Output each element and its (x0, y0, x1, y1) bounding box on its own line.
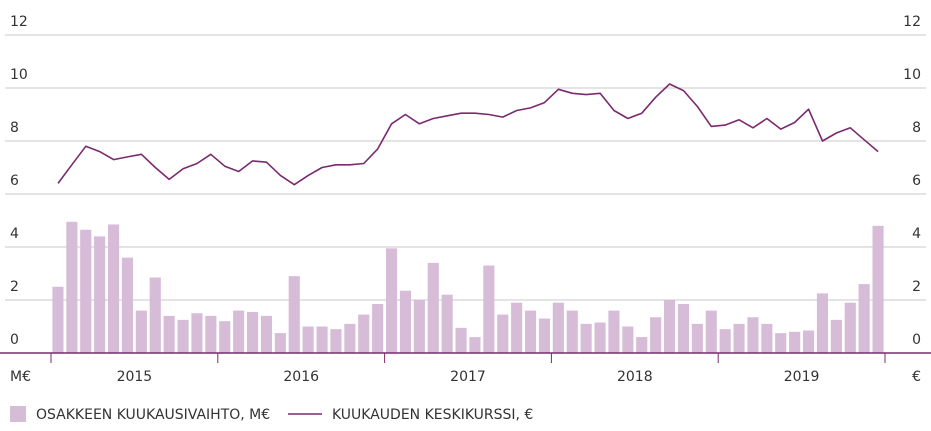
y-tick-label-left: 6 (10, 173, 19, 189)
bar (135, 310, 147, 353)
bar (330, 329, 342, 353)
bar (594, 322, 606, 353)
bar (483, 265, 495, 353)
bar (219, 321, 231, 353)
y-tick-label-right: 0 (912, 332, 921, 348)
y-tick-label-right: 2 (912, 279, 921, 295)
legend-swatch (10, 406, 26, 422)
y-tick-label-left: 12 (10, 14, 28, 30)
bar (844, 302, 856, 353)
legend-label: KUUKAUDEN KESKIKURSSI, € (332, 407, 533, 423)
y-unit-right: € (912, 369, 921, 385)
bar (719, 329, 731, 353)
bar (497, 314, 509, 353)
bar (80, 229, 92, 353)
y-tick-label-right: 4 (912, 226, 921, 242)
x-year-label: 2018 (617, 369, 653, 385)
y-tick-label-left: 4 (10, 226, 19, 242)
bar (524, 310, 537, 353)
bar (775, 333, 787, 353)
x-year-label: 2016 (283, 369, 319, 385)
bar (413, 300, 425, 353)
bar (816, 293, 829, 353)
bar (622, 326, 634, 353)
bar (538, 318, 551, 353)
bar (830, 319, 842, 353)
bar (372, 303, 384, 353)
bar (455, 327, 467, 353)
bar (747, 317, 759, 353)
bar (260, 315, 273, 353)
bar (566, 310, 578, 353)
bar (441, 294, 453, 353)
bar (385, 248, 398, 353)
bar (677, 303, 690, 353)
bar (858, 284, 870, 353)
bar (705, 310, 717, 353)
bar (469, 337, 481, 353)
bar (107, 224, 120, 353)
bar (121, 257, 134, 353)
bar (872, 225, 884, 353)
bar (177, 319, 189, 353)
bar (94, 236, 106, 353)
y-tick-label-left: 2 (10, 279, 19, 295)
price-line (57, 83, 879, 186)
y-unit-left: M€ (10, 369, 31, 385)
y-tick-label-right: 10 (903, 67, 921, 83)
bar (580, 323, 592, 353)
bar (66, 221, 78, 353)
bar (802, 330, 815, 353)
y-tick-label-left: 0 (10, 332, 19, 348)
bar (511, 302, 523, 353)
bar (233, 310, 245, 353)
bar (733, 323, 745, 353)
x-year-label: 2017 (450, 369, 486, 385)
bar (761, 323, 773, 353)
bar (358, 314, 370, 353)
bar (399, 290, 412, 353)
bar (650, 317, 662, 353)
bar (316, 326, 328, 353)
y-tick-label-left: 10 (10, 67, 28, 83)
bar (608, 310, 620, 353)
bar (52, 286, 64, 353)
bar (191, 313, 203, 353)
bar (205, 315, 217, 353)
bar (344, 323, 356, 353)
y-tick-label-right: 12 (903, 14, 921, 30)
y-tick-label-right: 8 (912, 120, 921, 136)
bar (789, 331, 801, 353)
y-tick-label-left: 8 (10, 120, 19, 136)
bar (246, 311, 259, 353)
bar (302, 326, 314, 353)
bar (149, 277, 161, 353)
bar (552, 302, 564, 353)
legend-label: OSAKKEEN KUUKAUSIVAIHTO, M€ (36, 407, 270, 423)
bar (636, 337, 648, 353)
x-year-label: 2015 (117, 369, 153, 385)
bar (427, 262, 439, 353)
bar (288, 276, 300, 353)
bar (163, 315, 175, 353)
bar (663, 300, 676, 353)
x-year-label: 2019 (784, 369, 820, 385)
y-tick-label-right: 6 (912, 173, 921, 189)
bar (274, 333, 286, 353)
bar (691, 323, 703, 353)
